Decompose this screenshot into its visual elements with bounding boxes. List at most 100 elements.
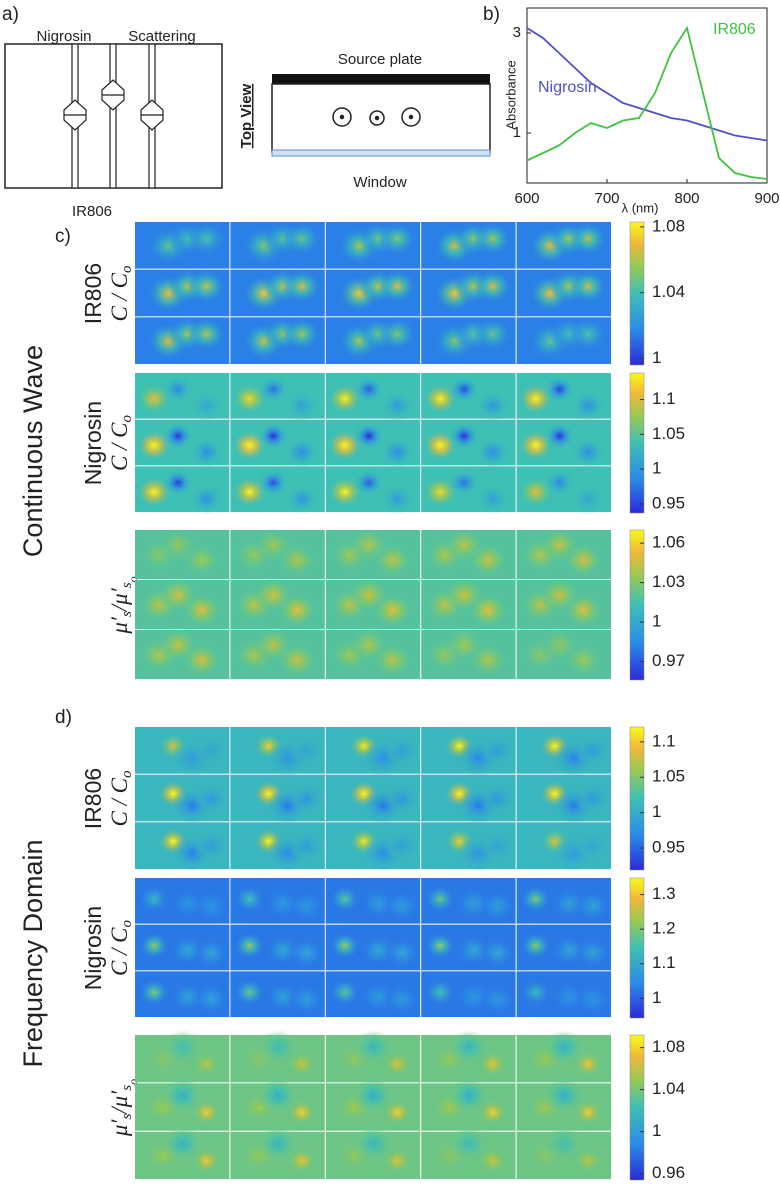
tile-blob	[480, 735, 515, 767]
map-tile	[516, 878, 611, 924]
tile-blob	[193, 1051, 220, 1077]
map-tile	[421, 924, 516, 971]
colorbar-tick-label: 1.06	[652, 533, 685, 552]
x-tick-label: 700	[594, 190, 619, 207]
map-tile	[230, 527, 325, 579]
tile-blob	[518, 429, 553, 461]
y-tick-label: 3	[513, 24, 521, 41]
tile-blob	[329, 885, 361, 913]
map-tile	[135, 466, 230, 515]
quantity-part: o	[119, 265, 135, 273]
quantity-part: s	[119, 611, 135, 617]
colorbar	[629, 726, 645, 871]
panel-b: b) 600 700 800 900 1 3 λ (nm) Absorbance Nigrosi…	[483, 4, 780, 215]
tile-blob	[423, 383, 458, 415]
colorbar-tick-label: 1	[652, 348, 661, 367]
map-tile	[135, 774, 230, 825]
tile-blob	[570, 390, 606, 422]
colorbar-tick-label: 0.97	[652, 651, 685, 670]
group-label: IR806	[80, 768, 106, 829]
tile-blob	[544, 375, 575, 404]
quantity-label: μ′s/μ′so	[107, 576, 139, 634]
tile-blob	[479, 1100, 507, 1125]
group-label: Nigrosin	[80, 906, 106, 990]
colorbar-tick-label: 1	[652, 612, 661, 631]
tile-blob	[187, 269, 226, 304]
tile-blob	[289, 735, 324, 767]
tile-blob	[570, 436, 606, 468]
tile-blob	[575, 830, 611, 862]
tile-blob	[258, 468, 289, 497]
map-tile	[135, 269, 230, 317]
tile-blob	[289, 983, 324, 1015]
quantity-part: μ′	[107, 616, 132, 635]
tile-blob	[545, 1029, 584, 1065]
colorbar-tick-label: 1.2	[652, 919, 676, 938]
quantity-label: C / Co	[107, 770, 135, 827]
tile-blob	[232, 383, 267, 415]
tile-blob	[479, 1148, 507, 1173]
map-tile	[135, 316, 230, 364]
quantity-part: s	[119, 582, 135, 588]
map-tile	[325, 1126, 421, 1179]
tile-blob	[423, 476, 458, 508]
tile-blob	[189, 390, 224, 422]
map-tile	[230, 221, 325, 269]
tile-blob	[449, 1078, 488, 1113]
map-tile	[135, 1078, 230, 1131]
tile-blob	[520, 978, 551, 1007]
tile-blob	[182, 642, 221, 678]
panel-a: a) Nigrosin Scattering IR806 Top View So…	[2, 4, 491, 220]
colorbar-tick-label: 0.95	[652, 838, 685, 857]
tile-blob	[189, 483, 224, 515]
tile-blob	[136, 476, 172, 508]
tile-blob	[162, 422, 194, 450]
tile-blob	[544, 422, 575, 450]
y-axis-label: Absorbance	[503, 60, 518, 129]
plot-frame	[526, 7, 768, 184]
map-tile	[421, 727, 516, 777]
tile-blob	[187, 316, 226, 352]
map-tile	[135, 577, 230, 629]
quantity-label: C / Co	[107, 919, 135, 976]
group-label: Nigrosin	[80, 401, 106, 485]
map-tile	[325, 727, 421, 777]
inclusions	[332, 107, 421, 127]
map-tile	[230, 924, 325, 971]
tile-blob	[383, 1148, 411, 1173]
tile-blob	[373, 542, 412, 578]
tile-blob	[354, 1029, 393, 1065]
map-tile	[135, 1126, 230, 1179]
tile-blob	[383, 1051, 411, 1077]
map-tile	[230, 1078, 325, 1131]
map-tile	[325, 924, 421, 971]
rods	[63, 43, 164, 189]
map-tile	[325, 419, 421, 468]
tile-blob	[193, 1148, 220, 1173]
colorbar	[629, 372, 645, 514]
tile-blob	[258, 375, 289, 404]
colorbar	[629, 877, 645, 1019]
series-line	[526, 25, 768, 180]
tile-blob	[520, 885, 551, 913]
quantity-label: C / Co	[107, 265, 135, 322]
tile-blob	[480, 937, 515, 969]
tile-blob	[194, 735, 229, 767]
tile-blob	[545, 1126, 584, 1161]
colorbar-tick-label: 1.04	[652, 282, 685, 301]
map-tile	[516, 971, 611, 1017]
colorbar-tick-label: 1.04	[652, 1079, 685, 1098]
tile-blob	[473, 269, 512, 304]
tile-blob	[182, 592, 221, 628]
map-tile	[230, 577, 325, 629]
tile-blob	[570, 483, 606, 515]
quantity-part: s	[119, 1114, 135, 1120]
window	[271, 149, 491, 157]
map-tile	[135, 971, 230, 1017]
tile-blob	[380, 390, 415, 422]
quantity-part: o	[119, 919, 135, 927]
tile-blob	[162, 468, 194, 497]
tile-blob	[194, 937, 229, 969]
tile-blob	[136, 383, 172, 415]
map-tile	[135, 527, 230, 579]
